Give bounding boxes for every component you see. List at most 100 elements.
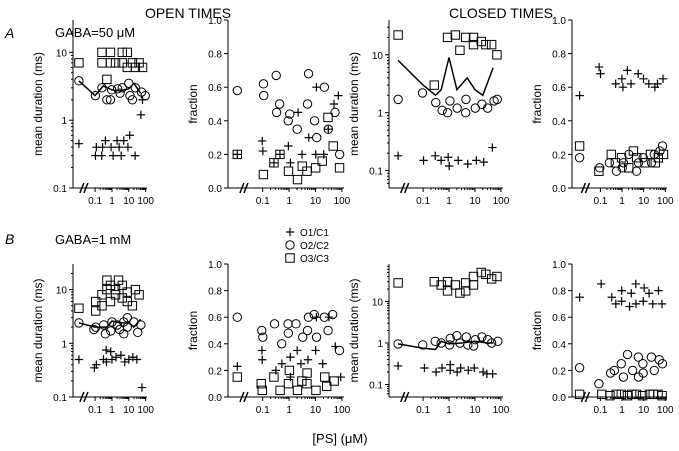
x-tick-label: 0.1: [416, 405, 430, 416]
series-o1c1: [393, 143, 497, 171]
data-point-circle: [302, 99, 313, 109]
data-point-plus: [117, 151, 126, 160]
data-point-plus: [452, 367, 462, 377]
data-point-circle: [445, 96, 455, 106]
data-point-plus: [478, 367, 488, 377]
series-o3c3: [74, 47, 148, 85]
control-point-plus: [393, 361, 403, 371]
data-point-plus: [627, 289, 636, 298]
data-point-circle: [638, 359, 648, 369]
data-point-square: [105, 296, 116, 307]
data-point-plus: [611, 79, 620, 89]
data-point-circle: [311, 332, 322, 342]
data-point-circle: [99, 320, 109, 330]
data-point-square: [640, 158, 650, 168]
data-point-circle: [283, 319, 293, 329]
data-point-square: [122, 47, 133, 58]
data-point-circle: [257, 325, 267, 336]
series-o1c1: [233, 83, 343, 167]
data-point-plus: [116, 351, 126, 360]
data-point-square: [450, 30, 461, 40]
panel-B-closed-duration: 0.1 1 10 0.1 1 10 100 mean duration (ms): [347, 264, 510, 416]
y-tick-label: 0.8: [552, 287, 566, 298]
data-point-square: [317, 156, 327, 166]
data-point-plus: [633, 69, 643, 78]
data-point-plus: [594, 62, 604, 72]
data-point-plus: [125, 131, 134, 140]
data-point-plus: [617, 74, 627, 83]
data-point-circle: [442, 108, 453, 118]
data-point-circle: [334, 149, 345, 160]
data-point-circle: [292, 124, 302, 134]
panel-A-open-fraction: 0.0 0.2 0.4 0.6 0.8 1.0 0.1 1 10 100 fraction: [186, 16, 351, 207]
legend-circle-marker: [285, 240, 295, 250]
data-point-square: [631, 153, 642, 163]
data-point-circle: [122, 312, 133, 323]
data-point-square: [283, 166, 294, 176]
x-tick-label: 1: [109, 405, 115, 416]
x-tick-label: 10: [310, 196, 322, 207]
y-axis-label: fraction: [530, 84, 544, 123]
data-point-square: [328, 141, 338, 151]
x-tick-label: 0.1: [256, 405, 270, 416]
y-axis-label: fraction: [186, 84, 200, 123]
y-tick-label: 0.2: [552, 366, 566, 377]
data-point-plus: [454, 156, 463, 165]
data-point-square: [323, 112, 333, 123]
data-point-plus: [292, 346, 302, 355]
data-point-plus: [436, 156, 446, 165]
data-point-circle: [327, 309, 338, 320]
data-point-circle: [90, 90, 101, 101]
data-point-plus: [108, 151, 118, 160]
data-point-square: [468, 39, 479, 50]
data-point-square: [442, 276, 453, 287]
data-point-plus: [258, 136, 267, 146]
series-o1c1: [74, 95, 147, 160]
control-point-circle: [232, 312, 242, 322]
y-tick-label: 1: [377, 109, 383, 120]
control-point-square: [74, 303, 84, 313]
control-point-square: [393, 278, 403, 288]
data-point-plus: [286, 352, 295, 362]
data-point-square: [455, 288, 465, 298]
data-point-plus: [644, 289, 654, 298]
data-point-circle: [269, 319, 280, 329]
series-o1c1: [575, 279, 667, 311]
data-point-square: [442, 286, 453, 296]
x-tick-label: 10: [638, 405, 650, 416]
y-axis-label: fraction: [530, 311, 544, 350]
data-point-plus: [128, 353, 138, 362]
data-point-square: [628, 146, 639, 156]
data-point-circle: [323, 325, 333, 336]
data-point-plus: [488, 369, 497, 379]
data-point-circle: [309, 116, 320, 126]
series-o2c2: [393, 88, 502, 118]
y-tick-label: 0.6: [208, 313, 222, 324]
data-point-square: [117, 280, 127, 291]
data-point-square: [606, 149, 617, 160]
data-point-plus: [136, 110, 146, 120]
y-tick-label: 0.0: [552, 184, 566, 195]
data-point-square: [624, 163, 634, 173]
data-point-circle: [271, 70, 281, 81]
data-point-plus: [114, 142, 124, 152]
axis-break-mark: [580, 182, 591, 194]
data-point-square: [455, 45, 465, 55]
y-tick-label: 10: [372, 51, 384, 62]
data-point-plus: [102, 357, 111, 367]
data-point-plus: [334, 91, 343, 100]
y-tick-label: 10: [56, 286, 68, 297]
data-point-circle: [100, 329, 111, 339]
control-point-square: [574, 389, 585, 400]
x-tick-label: 1: [286, 196, 292, 207]
y-tick-label: 1.0: [208, 16, 222, 27]
x-tick-label: 0.1: [88, 405, 102, 416]
x-tick-label: 10: [469, 405, 481, 416]
x-tick-label: 10: [123, 196, 135, 207]
x-axis-label: [PS] (μM): [312, 431, 367, 446]
series-o2c2: [393, 330, 503, 351]
data-point-circle: [106, 326, 116, 336]
data-point-square: [658, 149, 669, 160]
y-axis-label: mean duration (ms): [31, 52, 45, 156]
data-point-plus: [653, 79, 662, 89]
